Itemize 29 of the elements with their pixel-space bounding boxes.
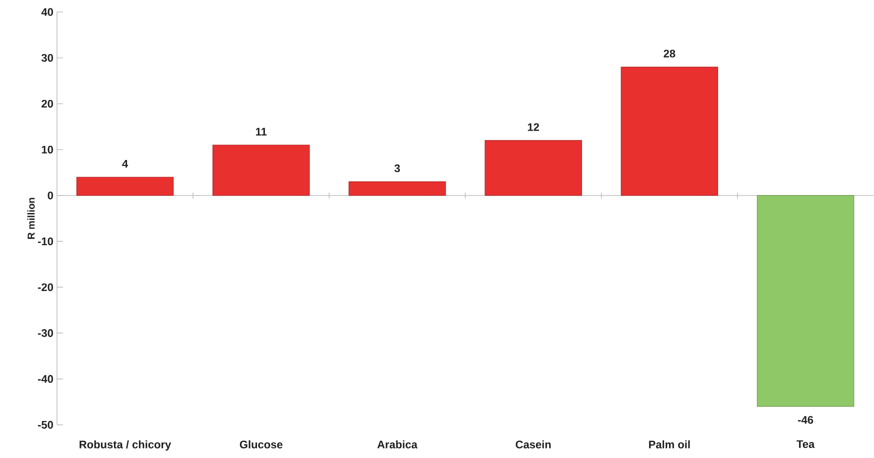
- bar: [348, 182, 446, 196]
- y-tick-label: 10: [42, 146, 53, 154]
- data-label: 28: [664, 50, 676, 58]
- y-tick-label: -20: [38, 283, 53, 292]
- x-tick-label: Glucose: [240, 440, 282, 449]
- y-tick-label: 40: [41, 8, 53, 16]
- x-tick-label: Robusta / chicory: [80, 440, 172, 451]
- y-tick-label: -50: [38, 421, 53, 429]
- y-axis-title: R million: [27, 198, 35, 239]
- data-label: 12: [528, 123, 540, 132]
- y-tick-label: -10: [38, 238, 53, 246]
- y-tick-label: 30: [41, 54, 53, 62]
- x-tick-label: Palm oil: [649, 440, 690, 449]
- y-tick-label: 20: [42, 100, 53, 108]
- x-tick-label: Tea: [796, 440, 815, 448]
- bar: [212, 144, 310, 196]
- data-label: 4: [122, 160, 128, 168]
- bar: [756, 195, 854, 407]
- bar: [76, 176, 174, 196]
- data-label: 11: [256, 128, 267, 136]
- y-tick-label: -40: [38, 375, 53, 383]
- data-label: -46: [798, 416, 814, 424]
- x-tick-label: Arabica: [377, 440, 418, 449]
- data-label: 3: [394, 164, 400, 172]
- bar: [620, 66, 718, 196]
- x-tick-label: Casein: [516, 440, 551, 449]
- bar: [484, 140, 582, 196]
- y-tick-label: 0: [48, 192, 53, 200]
- y-tick-label: -30: [38, 329, 53, 338]
